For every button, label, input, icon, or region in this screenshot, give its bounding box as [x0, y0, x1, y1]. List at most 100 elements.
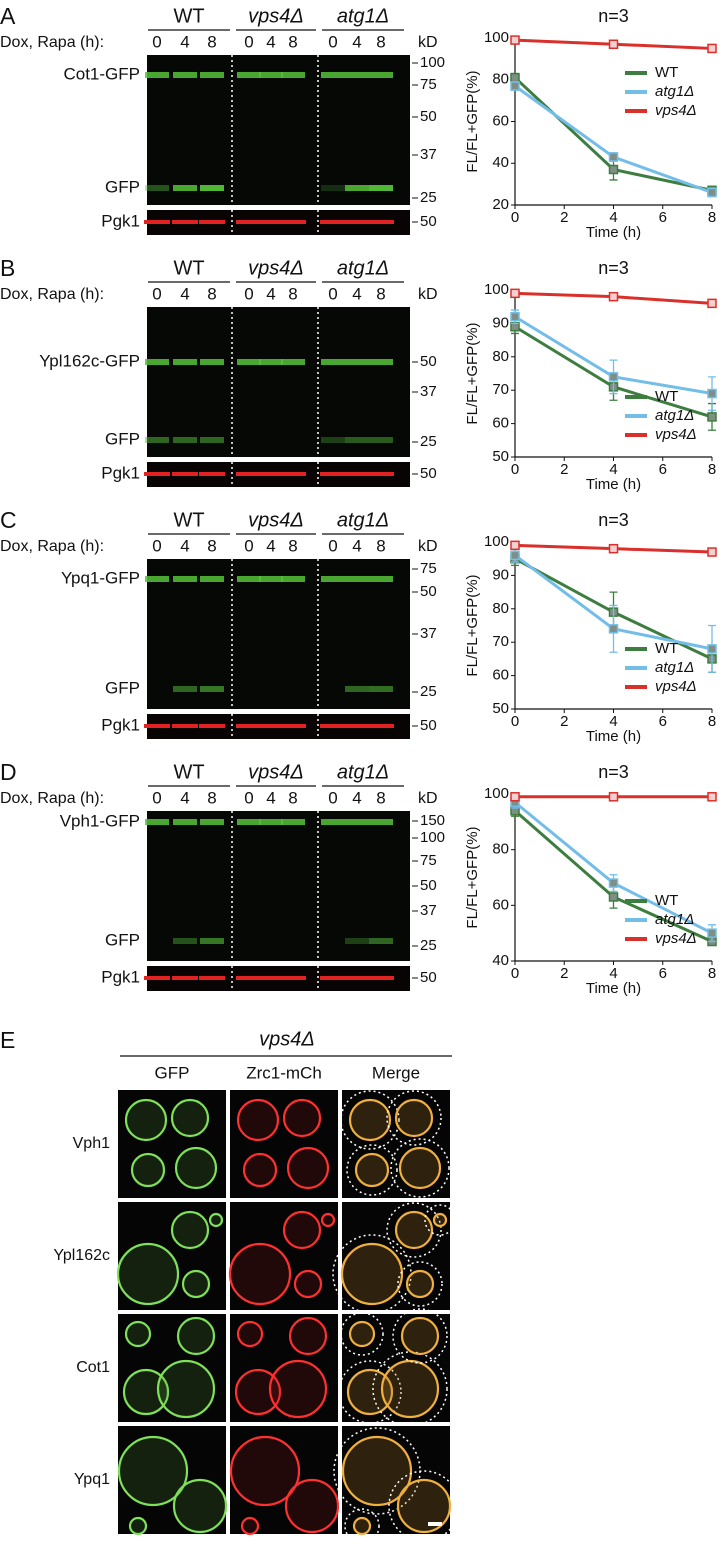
- chart-title: n=3: [598, 258, 629, 278]
- band: [172, 220, 198, 224]
- band: [321, 72, 345, 78]
- vacuole: [170, 1210, 210, 1250]
- y-tick-label: 100: [484, 281, 509, 298]
- x-tick-label: 2: [560, 965, 568, 982]
- band: [172, 724, 198, 728]
- band: [237, 819, 261, 825]
- cell-outline: [424, 1204, 456, 1236]
- lane-label: 4: [352, 536, 361, 555]
- y-tick-label: 40: [492, 952, 509, 969]
- y-tick-label: 60: [492, 896, 509, 913]
- y-tick-label: 50: [492, 448, 509, 465]
- data-point: [510, 35, 520, 45]
- band: [369, 185, 393, 191]
- data-point: [510, 81, 520, 91]
- vacuole: [229, 1435, 301, 1507]
- micrograph: [342, 1314, 450, 1422]
- lane-label: 4: [266, 32, 275, 51]
- band: [200, 819, 224, 825]
- band: [345, 185, 369, 191]
- protein-label: Vph1-GFP: [60, 811, 140, 830]
- vacuole: [174, 1146, 218, 1190]
- row-label: Ypl162c: [53, 1247, 110, 1264]
- vacuole: [341, 1435, 413, 1507]
- y-tick-label: 80: [492, 348, 509, 365]
- x-tick-label: 4: [609, 713, 617, 730]
- chart-title: n=3: [598, 762, 629, 782]
- lane-label: 4: [352, 284, 361, 303]
- lane-label: 4: [352, 32, 361, 51]
- data-point: [707, 792, 717, 802]
- x-tick-label: 2: [560, 461, 568, 478]
- vacuole: [405, 1269, 435, 1299]
- marker-label: 37: [420, 625, 437, 642]
- lane-label: 0: [152, 284, 161, 303]
- vacuole: [116, 1242, 180, 1306]
- group-label: vps4Δ: [248, 509, 304, 531]
- y-tick-label: 80: [492, 841, 509, 858]
- band: [369, 819, 393, 825]
- protein-label: GFP: [105, 678, 140, 697]
- band: [145, 185, 169, 191]
- band: [369, 938, 393, 944]
- y-tick-label: 50: [492, 700, 509, 717]
- x-tick-label: 8: [708, 965, 716, 982]
- band: [236, 724, 262, 728]
- marker-label: 100: [420, 54, 445, 71]
- y-tick-label: 60: [492, 415, 509, 432]
- x-tick-label: 4: [609, 209, 617, 226]
- panel-letter: E: [0, 1027, 15, 1053]
- blot-image: [147, 811, 410, 961]
- channel-label: Merge: [372, 1063, 420, 1082]
- loading-label: Pgk1: [101, 715, 140, 734]
- band: [236, 472, 262, 476]
- cell-outline: [340, 1090, 400, 1150]
- band: [173, 686, 197, 692]
- lane-label: 8: [288, 284, 297, 303]
- data-point: [608, 892, 619, 902]
- vacuole: [124, 1320, 152, 1348]
- marker-label: 25: [420, 433, 437, 450]
- lane-label: 0: [152, 32, 161, 51]
- treatment-label: Dox, Rapa (h):: [0, 34, 104, 51]
- panel-letter: D: [0, 759, 17, 785]
- data-point: [510, 72, 520, 83]
- vacuole: [170, 1098, 210, 1138]
- chart-title: n=3: [598, 6, 629, 26]
- vacuole: [176, 1316, 216, 1356]
- marker-label: 25: [420, 683, 437, 700]
- band: [368, 472, 394, 476]
- vacuole: [236, 1098, 280, 1142]
- data-point: [608, 152, 619, 162]
- band: [172, 472, 198, 476]
- band: [345, 938, 369, 944]
- band: [258, 724, 284, 728]
- group-label: vps4Δ: [248, 761, 304, 783]
- band: [321, 359, 345, 365]
- treatment-label: Dox, Rapa (h):: [0, 790, 104, 807]
- band: [369, 686, 393, 692]
- band: [199, 724, 225, 728]
- band: [259, 359, 283, 365]
- lane-label: 0: [328, 284, 337, 303]
- y-tick-label: 70: [492, 633, 509, 650]
- y-tick-label: 100: [484, 29, 509, 46]
- marker-label: 100: [420, 829, 445, 846]
- x-tick-label: 4: [609, 461, 617, 478]
- vacuole: [122, 1368, 170, 1416]
- band: [344, 976, 370, 980]
- band: [258, 220, 284, 224]
- x-tick-label: 0: [511, 461, 519, 478]
- lane-label: 8: [288, 32, 297, 51]
- legend-label: atg1Δ: [655, 659, 694, 676]
- vacuole: [320, 1212, 336, 1228]
- vacuole: [208, 1212, 224, 1228]
- loading-label: Pgk1: [101, 211, 140, 230]
- marker-label: 37: [420, 146, 437, 163]
- band: [345, 359, 369, 365]
- band: [321, 819, 345, 825]
- lane-label: 8: [288, 536, 297, 555]
- blot-image: [147, 55, 410, 205]
- band: [145, 576, 169, 582]
- band: [280, 724, 306, 728]
